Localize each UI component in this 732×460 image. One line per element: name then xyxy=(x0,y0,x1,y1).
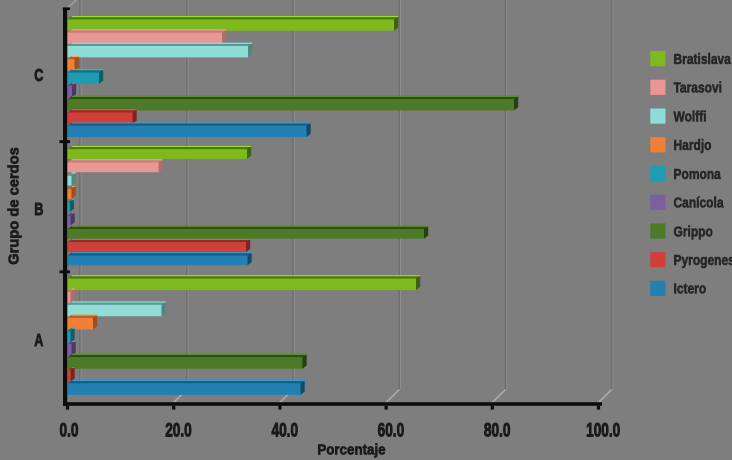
svg-text:Pyrogenes: Pyrogenes xyxy=(674,252,732,269)
svg-text:A: A xyxy=(34,331,43,351)
svg-text:C: C xyxy=(34,66,43,86)
svg-text:0.0: 0.0 xyxy=(60,419,79,441)
svg-text:Canícola: Canícola xyxy=(674,194,724,211)
svg-text:20.0: 20.0 xyxy=(165,419,192,441)
svg-text:Porcentaje: Porcentaje xyxy=(317,442,385,459)
svg-text:80.0: 80.0 xyxy=(484,419,511,441)
svg-text:Wolffi: Wolffi xyxy=(674,108,707,125)
svg-text:Bratislava: Bratislava xyxy=(674,51,732,68)
svg-text:Hardjo: Hardjo xyxy=(674,137,712,154)
svg-text:100.0: 100.0 xyxy=(586,419,620,441)
svg-text:Grippo: Grippo xyxy=(674,223,713,240)
svg-text:Tarasovi: Tarasovi xyxy=(674,79,722,96)
svg-text:40.0: 40.0 xyxy=(272,419,299,441)
svg-text:Pomona: Pomona xyxy=(674,166,722,183)
svg-text:Grupo de cerdos: Grupo de cerdos xyxy=(7,147,23,265)
svg-text:B: B xyxy=(34,200,43,220)
svg-text:60.0: 60.0 xyxy=(378,419,405,441)
svg-text:Ictero: Ictero xyxy=(674,280,707,297)
